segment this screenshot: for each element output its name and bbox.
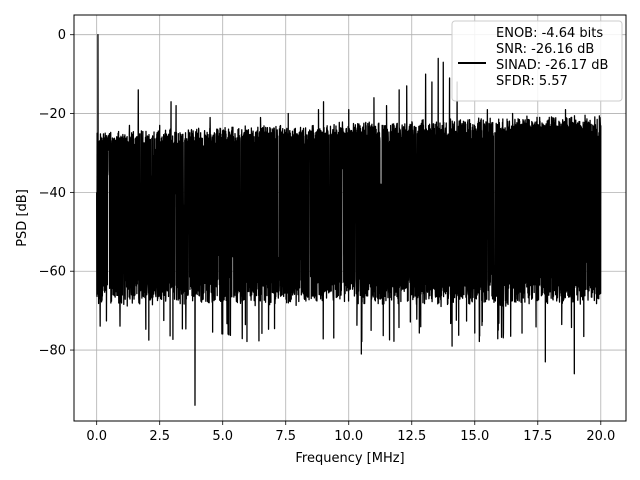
x-axis: 0.0 2.5 5.0 7.5 10.0 12.5 15.0 17.5 20.0 (86, 421, 615, 444)
x-axis-label: Frequency [MHz] (295, 451, 404, 466)
y-tick-label: −60 (39, 265, 66, 280)
x-tick-label: 0.0 (86, 429, 107, 444)
legend-entry: SFDR: 5.57 (496, 74, 568, 89)
x-tick-label: 20.0 (586, 429, 615, 444)
legend-entry: SNR: -26.16 dB (496, 42, 594, 57)
legend-entry: SINAD: -26.17 dB (496, 58, 608, 73)
y-tick-label: −20 (39, 107, 66, 122)
series-layer (96, 34, 602, 406)
legend-box (451, 20, 623, 102)
x-tick-label: 12.5 (397, 429, 426, 444)
y-tick-label: −40 (39, 186, 66, 201)
x-tick-label: 2.5 (149, 429, 170, 444)
x-tick-label: 10.0 (334, 429, 363, 444)
psd-series-line (96, 34, 602, 406)
x-tick-label: 5.0 (212, 429, 233, 444)
y-tick-label: 0 (58, 28, 66, 43)
legend-entry: ENOB: -4.64 bits (496, 26, 603, 41)
y-axis: 0 −20 −40 −60 −80 (39, 28, 74, 359)
y-axis-label: PSD [dB] (15, 189, 30, 247)
x-tick-label: 15.0 (460, 429, 489, 444)
y-tick-label: −80 (39, 344, 66, 359)
x-tick-label: 17.5 (523, 429, 552, 444)
plot-frame (73, 14, 627, 422)
x-tick-label: 7.5 (275, 429, 296, 444)
